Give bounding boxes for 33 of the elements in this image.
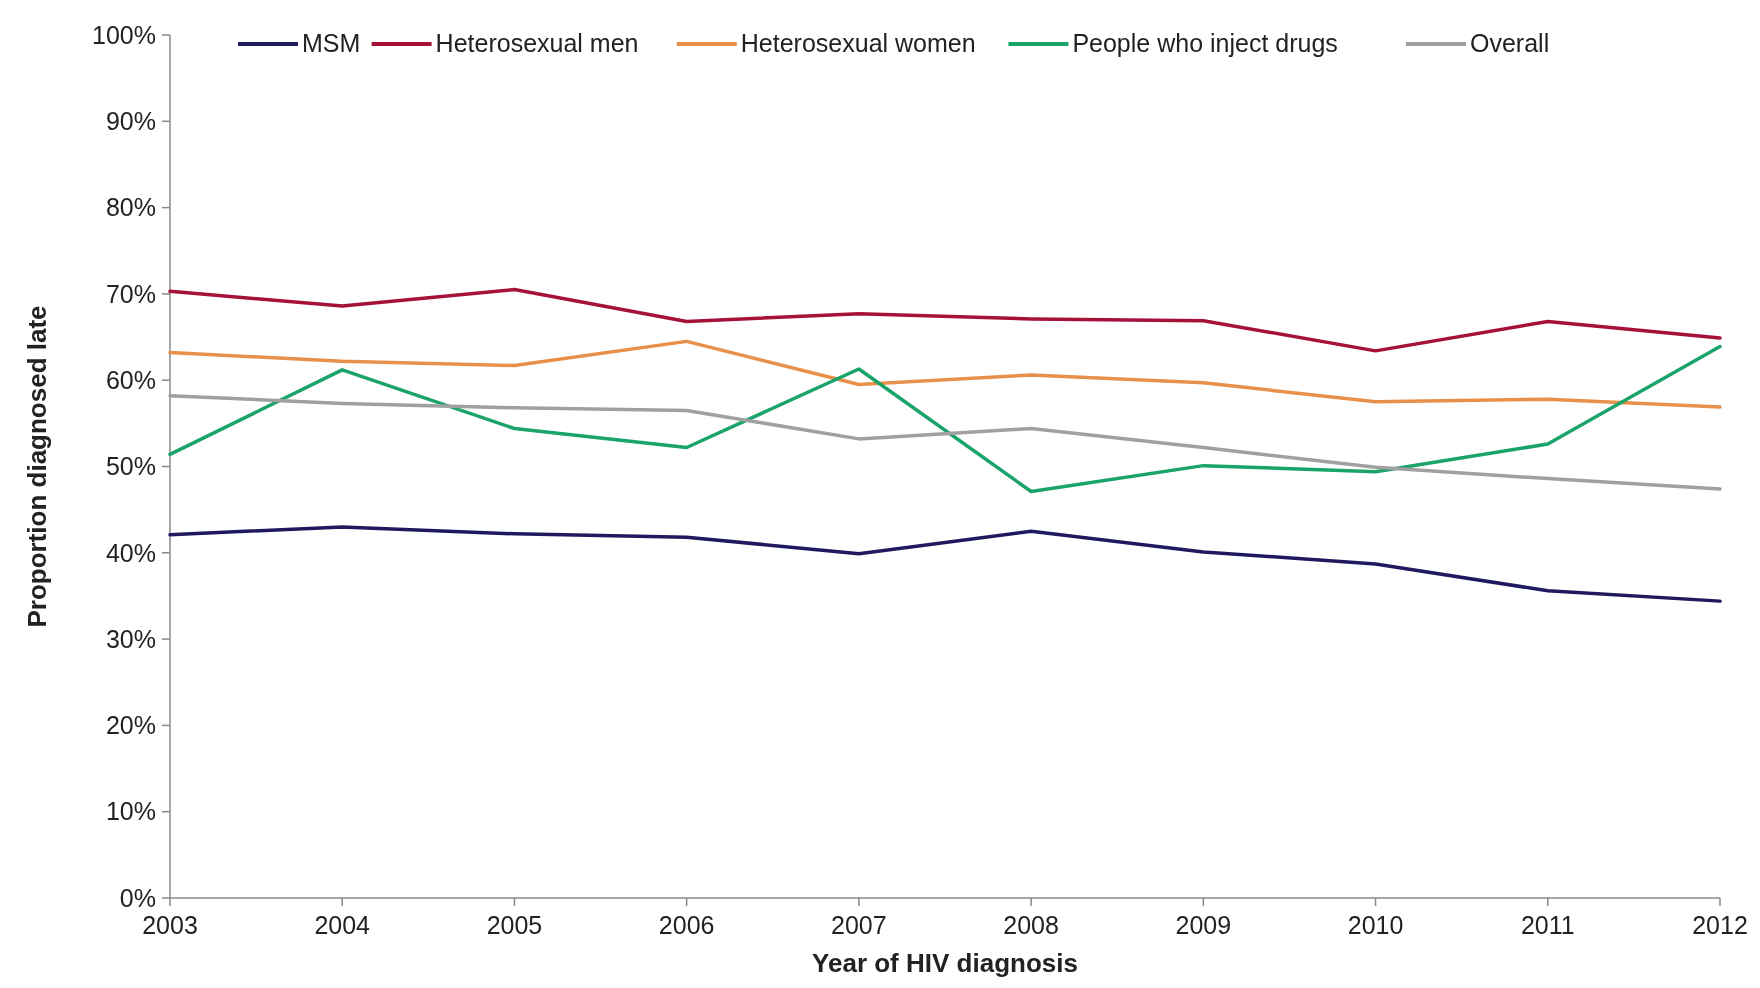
legend-label: Overall <box>1470 29 1550 57</box>
x-tick-label: 2010 <box>1347 911 1404 939</box>
legend-label: Heterosexual men <box>435 29 639 57</box>
y-tick-label: 0% <box>119 883 156 912</box>
y-tick-label: 40% <box>105 538 156 567</box>
line-series <box>168 287 1722 353</box>
y-tick-label: 60% <box>105 365 156 394</box>
y-tick-label: 30% <box>105 624 156 653</box>
x-tick-label: 2009 <box>1175 911 1232 939</box>
x-tick-label: 2008 <box>1003 911 1059 939</box>
y-tick-label: 70% <box>105 279 156 308</box>
x-tick-label: 2006 <box>658 911 715 939</box>
x-tick-label: 2011 <box>1520 911 1575 939</box>
y-tick-label: 20% <box>105 711 156 740</box>
legend-label: MSM <box>302 29 361 57</box>
line-series <box>168 344 1722 494</box>
x-tick-label: 2007 <box>831 911 887 939</box>
line-series <box>168 393 1722 491</box>
y-tick-label: 100% <box>92 20 156 49</box>
legend-label: People who inject drugs <box>1072 29 1338 57</box>
x-tick-label: 2005 <box>486 911 543 939</box>
y-tick-label: 90% <box>105 107 156 136</box>
x-axis-title: Year of HIV diagnosis <box>812 948 1078 978</box>
y-tick-label: 50% <box>105 452 156 481</box>
x-tick-label: 2004 <box>314 911 371 939</box>
line-series <box>168 339 1722 409</box>
legend-label: Heterosexual women <box>740 29 976 57</box>
x-tick-label: 2012 <box>1692 911 1748 939</box>
y-axis-title: Proportion diagnosed late <box>22 305 52 628</box>
line-series <box>168 525 1722 603</box>
y-tick-label: 10% <box>105 797 156 826</box>
x-tick-label: 2003 <box>142 911 198 939</box>
y-tick-label: 80% <box>105 193 156 222</box>
